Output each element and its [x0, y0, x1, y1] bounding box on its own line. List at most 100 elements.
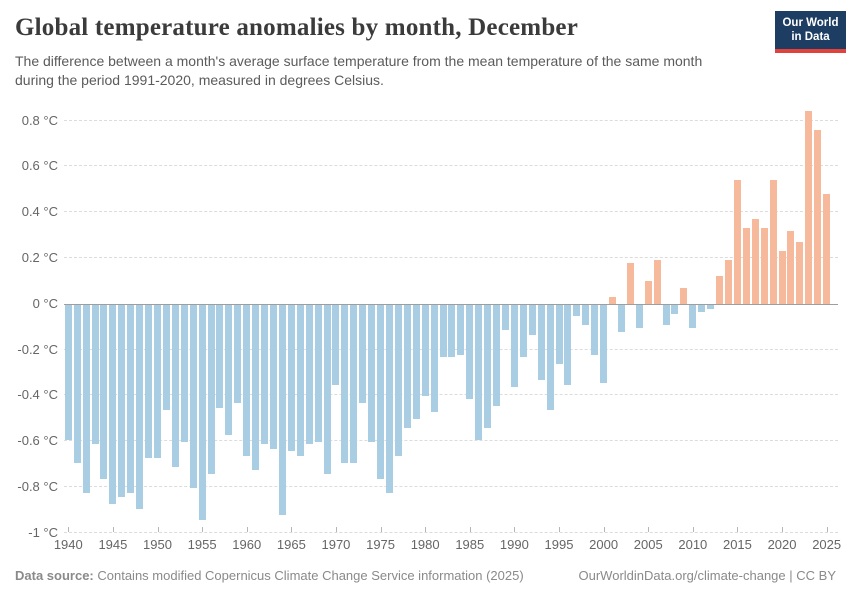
bar[interactable]	[466, 304, 474, 399]
data-source-note: Data source: Contains modified Copernicu…	[15, 568, 524, 583]
bar[interactable]	[493, 304, 501, 406]
bar[interactable]	[760, 228, 768, 304]
bar[interactable]	[573, 304, 581, 317]
bar[interactable]	[662, 304, 670, 326]
x-axis-tick-label: 1965	[276, 537, 306, 552]
bar[interactable]	[82, 304, 90, 493]
bar[interactable]	[600, 304, 608, 383]
bar[interactable]	[484, 304, 492, 429]
bar[interactable]	[528, 304, 536, 335]
bar[interactable]	[127, 304, 135, 493]
bar[interactable]	[609, 296, 617, 304]
bar[interactable]	[778, 251, 786, 304]
bar[interactable]	[91, 304, 99, 445]
bar[interactable]	[796, 241, 804, 304]
bar[interactable]	[162, 304, 170, 411]
bar[interactable]	[751, 219, 759, 304]
bar[interactable]	[341, 304, 349, 463]
bar[interactable]	[216, 304, 224, 408]
bar[interactable]	[278, 304, 286, 516]
bar[interactable]	[439, 304, 447, 358]
bar[interactable]	[716, 276, 724, 304]
bar[interactable]	[519, 304, 527, 358]
bar[interactable]	[377, 304, 385, 479]
x-axis-tick	[826, 527, 828, 532]
bar[interactable]	[617, 304, 625, 333]
bar[interactable]	[769, 180, 777, 304]
license-badge[interactable]: CC BY	[796, 568, 836, 583]
bar[interactable]	[421, 304, 429, 397]
y-axis-tick-label: 0.4 °C	[21, 204, 58, 220]
bar[interactable]	[537, 304, 545, 381]
bar[interactable]	[171, 304, 179, 468]
bar[interactable]	[671, 304, 679, 314]
bar[interactable]	[653, 260, 661, 304]
bar[interactable]	[261, 304, 269, 445]
bar[interactable]	[252, 304, 260, 470]
bar[interactable]	[350, 304, 358, 463]
bar[interactable]	[385, 304, 393, 493]
bar[interactable]	[359, 304, 367, 404]
bar[interactable]	[501, 304, 509, 330]
owid-logo-red-bar	[775, 49, 846, 53]
bar[interactable]	[626, 262, 634, 304]
bar[interactable]	[109, 304, 117, 505]
bar[interactable]	[270, 304, 277, 450]
bar[interactable]	[805, 111, 813, 304]
bar[interactable]	[368, 304, 376, 443]
bar[interactable]	[118, 304, 126, 498]
bar[interactable]	[323, 304, 331, 475]
bar[interactable]	[207, 304, 215, 475]
bar[interactable]	[305, 304, 313, 445]
bar[interactable]	[680, 287, 688, 304]
bar[interactable]	[582, 304, 590, 326]
bar[interactable]	[64, 304, 72, 440]
bar[interactable]	[546, 304, 554, 411]
bar[interactable]	[555, 304, 563, 365]
bar[interactable]	[225, 304, 233, 436]
bar[interactable]	[644, 280, 652, 304]
bar[interactable]	[180, 304, 188, 443]
bar[interactable]	[198, 304, 206, 521]
bar[interactable]	[707, 304, 715, 310]
bar[interactable]	[457, 304, 465, 356]
bar[interactable]	[403, 304, 411, 429]
bar[interactable]	[725, 260, 733, 304]
bar[interactable]	[742, 228, 750, 304]
bar[interactable]	[296, 304, 304, 456]
bar[interactable]	[154, 304, 162, 459]
x-axis-tick-label: 1945	[98, 537, 128, 552]
bar[interactable]	[394, 304, 402, 456]
bar[interactable]	[314, 304, 322, 443]
bar[interactable]	[430, 304, 438, 413]
x-axis-tick-label: 1995	[544, 537, 574, 552]
bar[interactable]	[787, 230, 795, 304]
bar[interactable]	[689, 304, 697, 328]
bar[interactable]	[635, 304, 643, 328]
bar[interactable]	[412, 304, 420, 420]
bar[interactable]	[189, 304, 197, 488]
x-axis-tick	[469, 527, 471, 532]
bar[interactable]	[243, 304, 251, 456]
bar[interactable]	[698, 304, 706, 312]
bar[interactable]	[733, 180, 741, 304]
owid-logo[interactable]: Our World in Data	[775, 11, 846, 53]
bar[interactable]	[475, 304, 483, 440]
bar[interactable]	[823, 193, 831, 304]
bar[interactable]	[448, 304, 456, 358]
bar[interactable]	[100, 304, 108, 479]
bar[interactable]	[145, 304, 153, 459]
owid-url-link[interactable]: OurWorldinData.org/climate-change	[578, 568, 786, 583]
bar[interactable]	[510, 304, 518, 388]
bar[interactable]	[591, 304, 599, 356]
bar[interactable]	[234, 304, 242, 404]
chart-subtitle: The difference between a month's average…	[15, 52, 702, 90]
bar[interactable]	[564, 304, 572, 385]
x-axis-tick-label: 1940	[53, 537, 83, 552]
bar[interactable]	[287, 304, 295, 452]
x-axis-tick-label: 2020	[767, 537, 797, 552]
bar[interactable]	[136, 304, 144, 509]
bar[interactable]	[332, 304, 340, 385]
bar[interactable]	[73, 304, 81, 463]
bar[interactable]	[814, 129, 822, 304]
